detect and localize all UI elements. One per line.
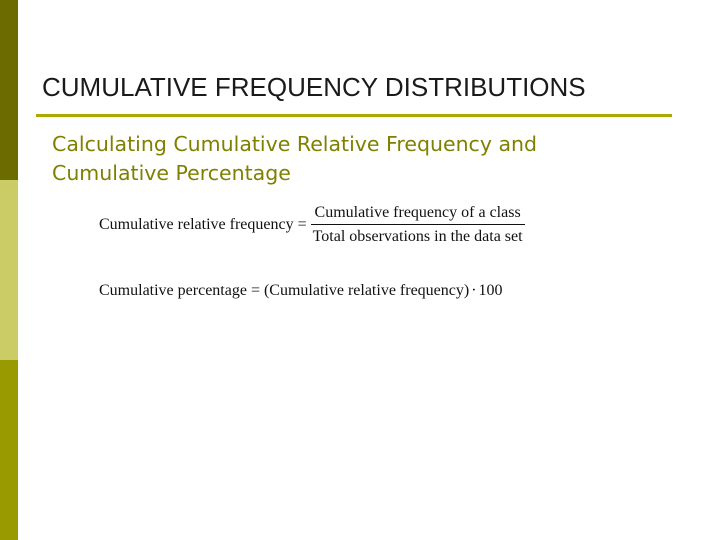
subtitle-line-2: Cumulative Percentage: [52, 161, 291, 185]
formula-lhs: Cumulative percentage: [99, 282, 247, 299]
formula-expression: (Cumulative relative frequency): [263, 282, 470, 299]
accent-strip-bottom: [0, 360, 18, 540]
formula-lhs: Cumulative relative frequency: [99, 216, 294, 233]
fraction-numerator: Cumulative frequency of a class: [314, 204, 521, 221]
multiplication-dot: ·: [471, 282, 477, 299]
fraction-bar: [310, 224, 525, 225]
subtitle-line-1: Calculating Cumulative Relative Frequenc…: [52, 132, 538, 156]
equals-sign: =: [297, 216, 307, 233]
slide-title: CUMULATIVE FREQUENCY DISTRIBUTIONS: [42, 72, 586, 102]
title-underline: [36, 114, 672, 117]
fraction-denominator: Total observations in the data set: [312, 228, 523, 245]
formula-cumulative-relative-frequency: Cumulative relative frequency = Cumulati…: [99, 204, 525, 246]
slide-subtitle: Calculating Cumulative Relative Frequenc…: [52, 130, 672, 188]
accent-strip-top: [0, 0, 18, 180]
fraction: Cumulative frequency of a class Total ob…: [310, 204, 525, 246]
equals-sign: =: [250, 282, 260, 299]
formula-cumulative-percentage: Cumulative percentage = (Cumulative rela…: [99, 282, 503, 300]
formula-multiplier: 100: [478, 282, 503, 299]
accent-strip-middle: [0, 180, 18, 360]
